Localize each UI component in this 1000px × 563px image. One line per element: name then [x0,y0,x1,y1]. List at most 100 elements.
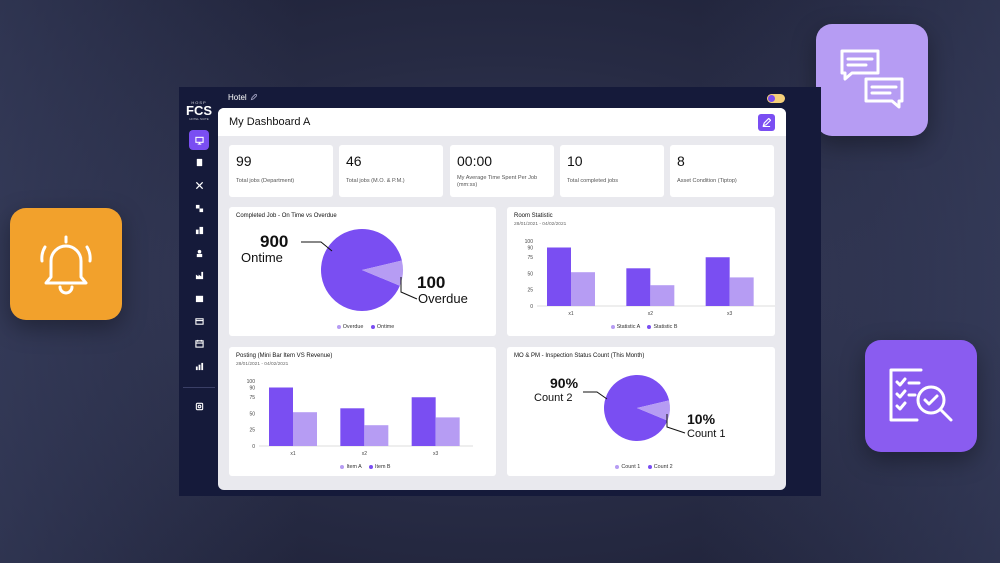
box-icon [195,295,203,302]
stat-card-completed-jobs[interactable]: 10 Total completed jobs [560,145,664,197]
stat-label: Total jobs (M.O. & P.M.) [346,178,405,184]
inspection-pie-chart [583,375,686,441]
sidebar-item-reports[interactable] [189,265,209,285]
count1-value: 10% [687,411,716,427]
stat-card-average-time[interactable]: 00:00 My Average Time Spent Per Job (mm:… [450,145,554,197]
stat-card-total-jobs-mopm[interactable]: 46 Total jobs (M.O. & P.M.) [339,145,443,197]
sidebar-item-staff[interactable] [189,243,209,263]
stat-card-total-jobs-department[interactable]: 99 Total jobs (Department) [229,145,333,197]
legend: Count 1 Count 2 [507,464,775,470]
room-x-tick: x2 [648,311,654,317]
checklist-search-icon [889,368,953,422]
legend-overdue: Overdue [342,324,364,330]
room-y-tick: 0 [530,304,533,310]
room-x-tick: x3 [727,311,733,317]
completed-pie-chart [301,229,418,311]
sidebar-item-assets[interactable] [189,220,209,240]
card-date: 28/01/2021 - 04/02/2021 [236,362,289,367]
task-icon [195,204,203,212]
sidebar-item-settings[interactable] [189,396,209,416]
pie-slice-count-1[interactable] [637,400,670,421]
posting-bar-item-a-x2[interactable] [364,425,389,446]
room-bar-statistic-b-x3[interactable] [705,257,730,306]
sidebar-item-analytics[interactable] [189,356,209,376]
stat-label: Asset Condition (Tiptop) [677,178,737,184]
pie-slice-ontime[interactable] [321,229,402,311]
card-title: Posting (Mini Bar Item VS Revenue) [236,353,333,359]
stat-value: 99 [236,153,252,169]
room-statistic-card[interactable]: Room Statistic 28/01/2021 - 04/02/2021 0… [507,207,775,336]
posting-bar-item-a-x3[interactable] [435,417,460,446]
posting-y-tick: 0 [252,444,255,450]
calendar-icon [194,339,204,348]
settings-icon [195,402,203,410]
legend-dot [647,464,652,469]
logo: HOSP FCS HOTEL SUITE [186,100,212,121]
pencil-icon [762,118,771,127]
room-bar-statistic-a-x2[interactable] [650,285,675,306]
ontime-value: 900 [260,232,289,251]
room-bar-statistic-b-x1[interactable] [547,247,571,307]
room-y-tick: 90 [527,245,533,251]
theme-toggle[interactable] [767,94,785,103]
posting-y-tick: 50 [249,411,255,417]
chat-tile [816,24,928,136]
posting-bar-item-b-x2[interactable] [340,408,365,446]
building-icon [195,226,203,234]
room-y-tick: 75 [527,255,533,261]
sidebar-item-documents[interactable] [189,152,209,172]
posting-card[interactable]: Posting (Mini Bar Item VS Revenue) 28/01… [229,347,496,476]
stat-value: 46 [346,153,362,169]
sidebar-item-tools[interactable] [189,175,209,195]
posting-bar-item-a-x1[interactable] [293,412,317,446]
notification-tile [10,208,122,320]
overdue-value: 100 [417,273,446,292]
sidebar-item-rooms[interactable] [189,311,209,331]
pencil-icon[interactable] [250,94,257,101]
sidebar-item-calendar[interactable] [189,333,209,353]
legend-item-b: Item B [374,464,391,470]
count2-value: 90% [550,375,579,391]
card-title: MO & PM - Inspection Status Count (This … [514,353,645,359]
legend-ontime: Ontime [376,324,395,330]
bell-icon [40,235,92,295]
posting-bar-item-b-x1[interactable] [269,387,293,447]
toggle-knob [768,95,775,102]
pie-slice-overdue[interactable] [362,260,403,286]
legend-dot [368,464,373,469]
card-title: Room Statistic [514,213,553,219]
card-title: Completed Job - On Time vs Overdue [236,213,337,219]
room-bar-statistic-b-x2[interactable] [626,268,651,306]
room-x-tick: x1 [568,311,574,317]
pie-slice-count-2[interactable] [604,375,670,441]
posting-y-tick: 75 [249,395,255,401]
completed-job-card[interactable]: Completed Job - On Time vs Overdue 900 O… [229,207,496,336]
stat-label: My Average Time Spent Per Job (mm:ss) [457,175,538,188]
monitor-icon [194,136,204,145]
room-bar-statistic-a-x3[interactable] [729,277,754,306]
posting-y-tick: 90 [249,385,255,391]
legend-dot [647,324,652,329]
overdue-label: Overdue [418,291,468,306]
legend-count-1: Count 1 [621,464,641,470]
overdue-leader-line [400,277,418,300]
stat-value: 10 [567,153,583,169]
edit-dashboard-button[interactable] [758,114,775,131]
sidebar-item-inventory[interactable] [189,288,209,308]
stat-label: Total completed jobs [567,178,618,184]
sidebar-item-dashboard[interactable] [189,130,209,150]
legend-count-2: Count 2 [653,464,673,470]
breadcrumb[interactable]: Hotel [228,93,247,102]
document-icon [196,158,202,166]
room-y-tick: 50 [527,271,533,277]
legend: Statistic A Statistic B [507,324,775,330]
sidebar-item-tasks[interactable] [189,198,209,218]
inspection-status-card[interactable]: MO & PM - Inspection Status Count (This … [507,347,775,476]
stat-card-asset-condition[interactable]: 8 Asset Condition (Tiptop) [670,145,774,197]
posting-bar-item-b-x3[interactable] [411,397,436,446]
room-y-tick: 25 [527,288,533,294]
room-bar-statistic-a-x1[interactable] [571,272,595,306]
card-date: 28/01/2021 - 04/02/2021 [514,222,567,227]
